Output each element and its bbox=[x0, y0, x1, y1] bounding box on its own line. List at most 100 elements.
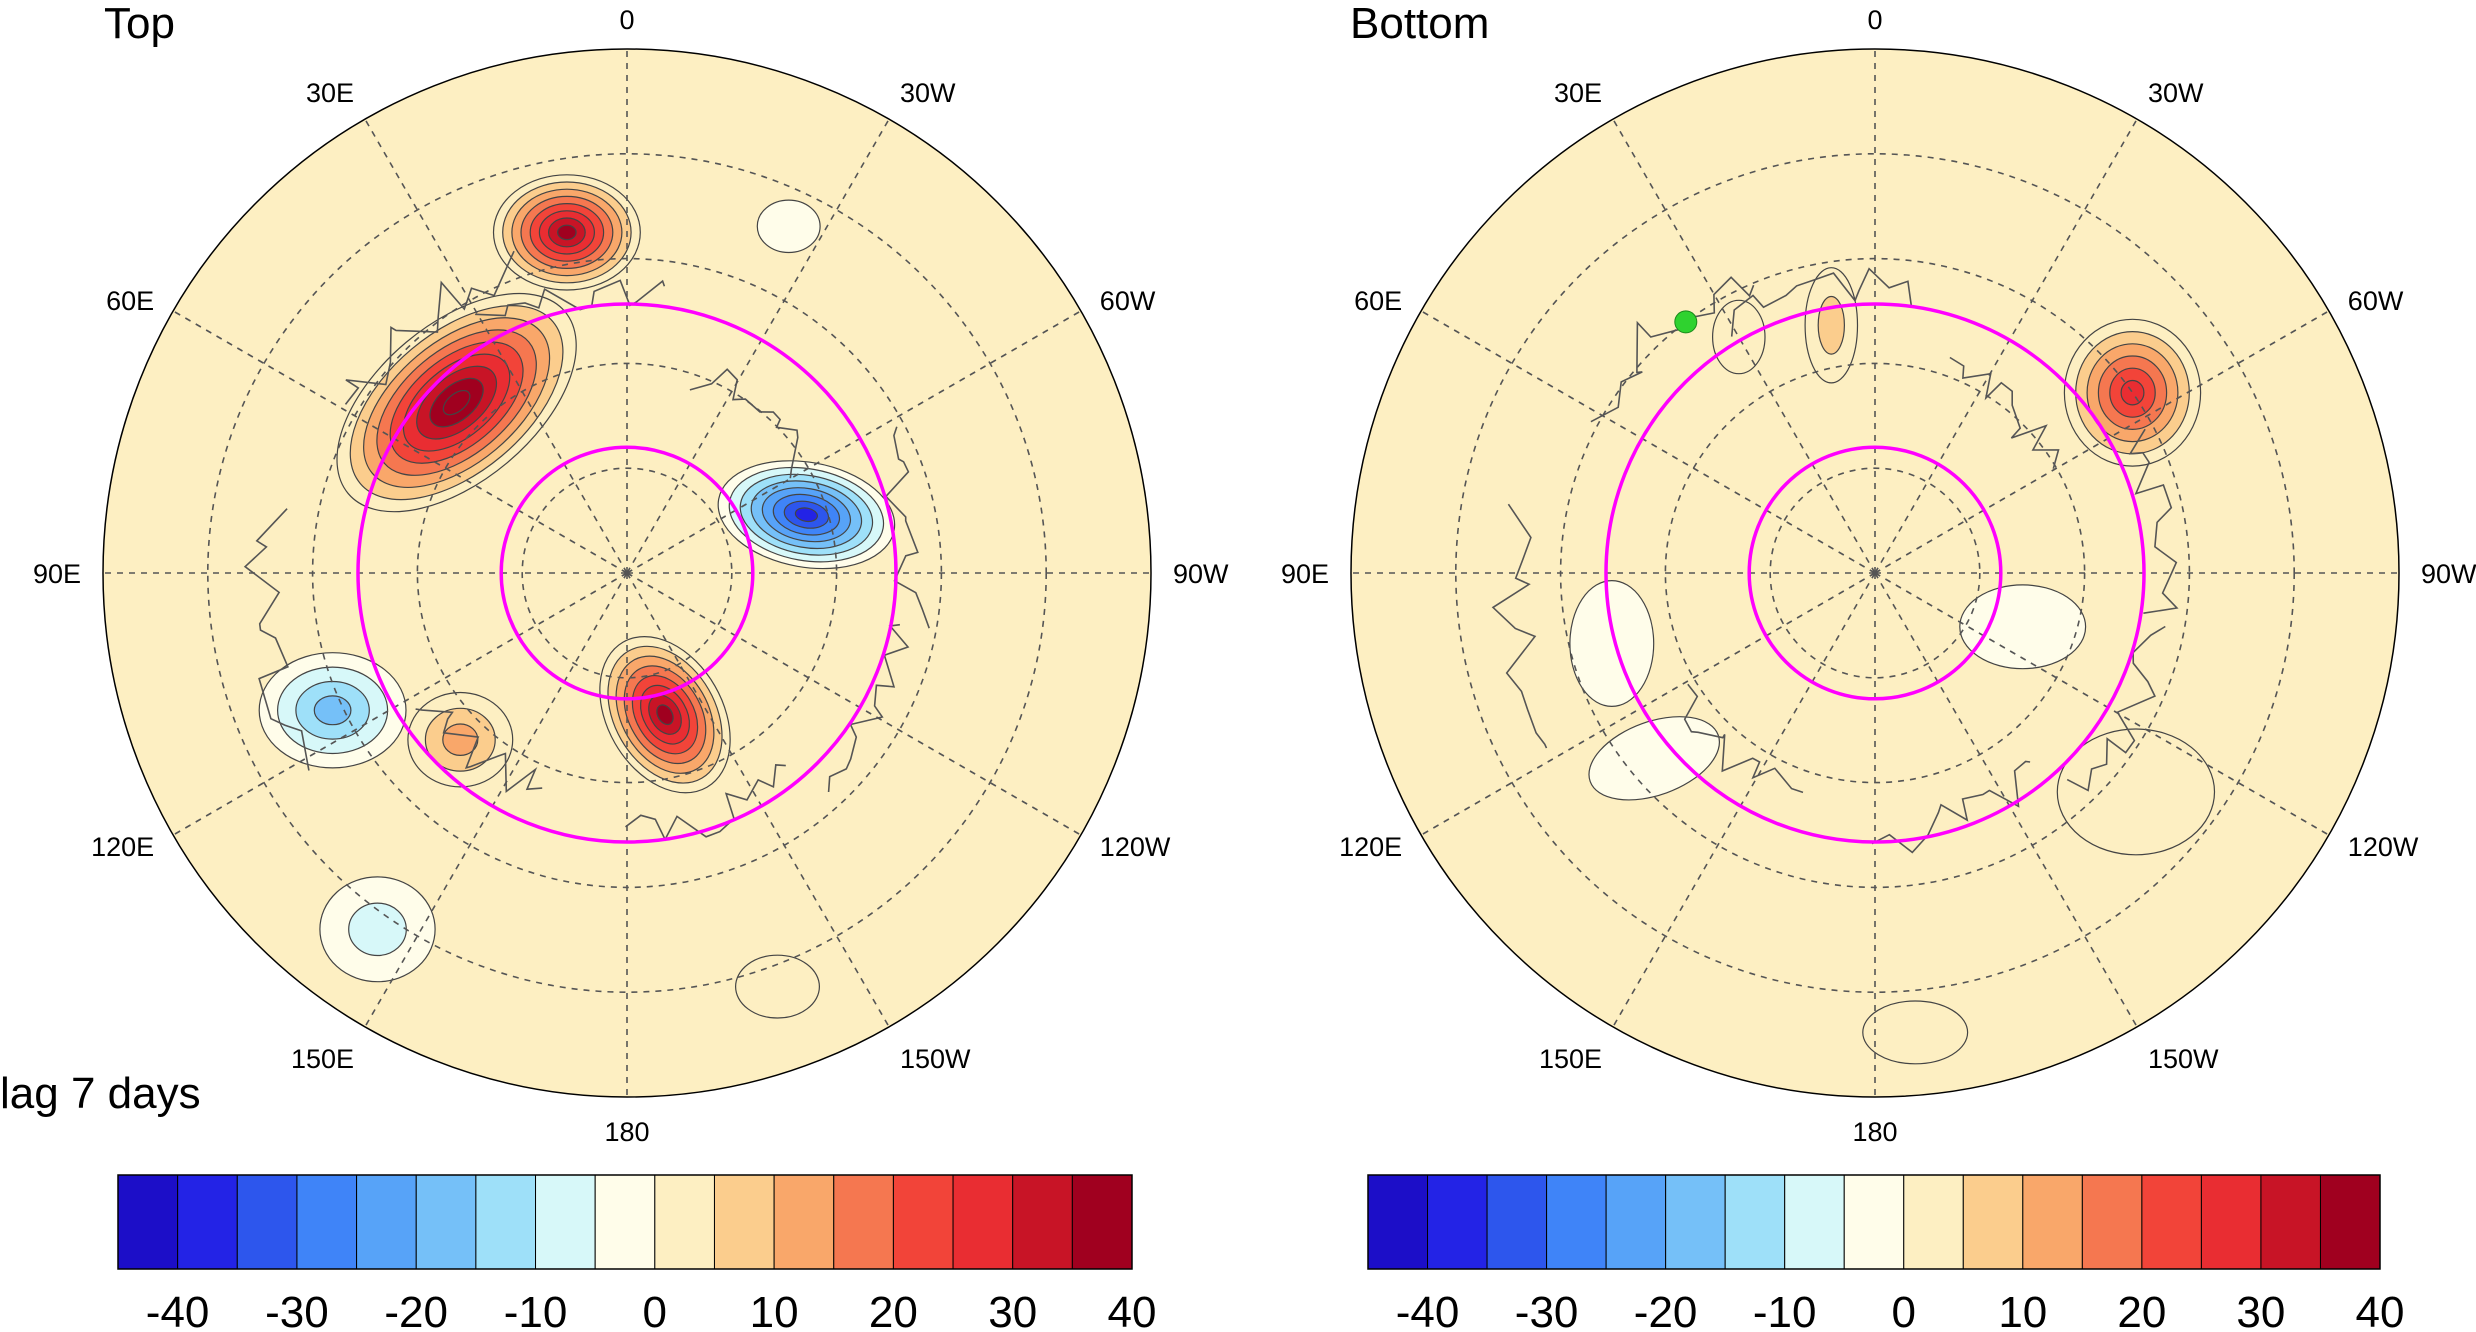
lon-label: 150E bbox=[291, 1044, 354, 1074]
colorbar-swatch bbox=[1012, 1174, 1073, 1270]
lon-label: 120W bbox=[2348, 832, 2419, 862]
colorbar-frame bbox=[1367, 1174, 2381, 1270]
colorbar-tick-label: -20 bbox=[1634, 1288, 1698, 1332]
anomaly-blob bbox=[492, 174, 641, 291]
anomaly-blob bbox=[1959, 584, 2087, 670]
latitude-circle bbox=[1769, 467, 1981, 679]
contour-band bbox=[557, 224, 577, 241]
panel-bottom: 0 30W 60W 90W 120W 150W 180 150E 120E 90E 60E 30E Bo… bbox=[1281, 0, 2476, 1147]
coastline bbox=[415, 708, 543, 793]
meridian-line bbox=[172, 310, 628, 574]
colorbar-swatch bbox=[1071, 1174, 1133, 1270]
meridian-line bbox=[1874, 572, 2138, 1028]
colorbar-tick-label: 10 bbox=[750, 1288, 799, 1332]
station-marker bbox=[1674, 310, 1698, 334]
colorbar-tick-label: 0 bbox=[643, 1288, 667, 1332]
colorbar-swatch bbox=[773, 1174, 835, 1270]
anomaly-blob bbox=[2056, 728, 2216, 856]
lon-label: 90E bbox=[33, 559, 81, 589]
coastline bbox=[1683, 683, 1804, 794]
panel-title: Bottom bbox=[1350, 0, 1489, 48]
meridian-line bbox=[364, 572, 628, 1028]
colorbar-swatch bbox=[2200, 1174, 2262, 1270]
contour-band bbox=[2120, 379, 2145, 406]
colorbar-tick-label: 0 bbox=[1892, 1288, 1916, 1332]
colorbar-swatch bbox=[1605, 1174, 1667, 1270]
lag-label: lag 7 days bbox=[0, 1069, 201, 1118]
lon-label: 60E bbox=[106, 286, 154, 316]
contour-band bbox=[656, 704, 674, 726]
colorbar-bottom: -40 -30 -20 -10 0 10 20 30 40 bbox=[1367, 1174, 2404, 1332]
colorbar-swatch bbox=[2141, 1174, 2202, 1270]
colorbar-tick-label: -30 bbox=[265, 1288, 329, 1332]
contour-band bbox=[756, 199, 821, 254]
meridian-line bbox=[1612, 118, 1876, 574]
colorbar-swatch bbox=[415, 1174, 477, 1270]
panel-top: 0 30W 60W 90W 120W 150W 180 150E 120E 90E 60E 30E To… bbox=[33, 0, 1229, 1147]
coastline bbox=[884, 426, 930, 629]
colorbar-swatch bbox=[713, 1174, 775, 1270]
contour-band bbox=[1817, 295, 1846, 355]
coastline bbox=[2128, 428, 2179, 614]
lon-label: 90E bbox=[1281, 559, 1329, 589]
lon-label: 180 bbox=[604, 1117, 649, 1147]
anomaly-blob bbox=[407, 691, 514, 788]
coastline bbox=[1871, 760, 2031, 854]
colorbar-tick-label: 20 bbox=[2117, 1288, 2166, 1332]
contour-band bbox=[794, 507, 818, 523]
anomaly-field bbox=[1351, 49, 2399, 1097]
anomaly-blob bbox=[2063, 318, 2202, 467]
contour-band bbox=[2056, 728, 2216, 856]
colorbar-swatch bbox=[1784, 1174, 1845, 1270]
colorbar-tick-label: -40 bbox=[146, 1288, 210, 1332]
anomaly-blob bbox=[1712, 299, 1766, 375]
meridian-line bbox=[1874, 118, 2138, 574]
lon-label: 0 bbox=[1867, 5, 1882, 35]
coastline bbox=[625, 764, 786, 842]
lon-label: 30W bbox=[900, 78, 956, 108]
anomaly-blob bbox=[258, 652, 407, 769]
contour-band bbox=[734, 954, 820, 1019]
graticule bbox=[103, 49, 1151, 1097]
colorbar-tick-label: -10 bbox=[1753, 1288, 1817, 1332]
colorbar-swatch bbox=[117, 1174, 179, 1270]
meridian-line bbox=[626, 310, 1082, 574]
colorbar-tick-label: 20 bbox=[869, 1288, 918, 1332]
colorbar-swatch bbox=[654, 1174, 715, 1270]
colorbar-swatch bbox=[2081, 1174, 2143, 1270]
meridian-line bbox=[626, 572, 890, 1028]
contour-band bbox=[1569, 579, 1655, 707]
colorbar-tick-label: -20 bbox=[384, 1288, 448, 1332]
colorbar-swatch bbox=[475, 1174, 537, 1270]
contour-band bbox=[1862, 1000, 1969, 1065]
anomaly-blob bbox=[1588, 716, 1721, 801]
lon-label: 60W bbox=[1100, 286, 1156, 316]
meridian-line bbox=[1612, 572, 1876, 1028]
lon-label: 30W bbox=[2148, 78, 2204, 108]
anomaly-field bbox=[103, 49, 1151, 1097]
latitude-circle bbox=[1455, 152, 2296, 994]
lon-label: 120E bbox=[91, 832, 154, 862]
colorbar-tick-label: 30 bbox=[988, 1288, 1037, 1332]
colorbar-swatch bbox=[833, 1174, 894, 1270]
lon-label: 60E bbox=[1354, 286, 1402, 316]
coastline bbox=[1590, 276, 1755, 423]
contour-band bbox=[1712, 299, 1766, 375]
colorbar-swatch bbox=[177, 1174, 238, 1270]
map-border bbox=[1350, 48, 2400, 1098]
latitude-circle bbox=[206, 152, 1048, 994]
coastline bbox=[1491, 503, 1548, 749]
colorbar-tick-label: -10 bbox=[504, 1288, 568, 1332]
anomaly-blob bbox=[734, 954, 820, 1019]
outer-ring bbox=[1604, 302, 2146, 844]
colorbar-swatch bbox=[2319, 1174, 2381, 1270]
lon-label: 60W bbox=[2348, 286, 2404, 316]
colorbar-swatch bbox=[356, 1174, 417, 1270]
colorbar-swatch bbox=[535, 1174, 596, 1270]
contour-band bbox=[313, 695, 352, 726]
inner-ring bbox=[499, 445, 755, 701]
coastline bbox=[689, 368, 799, 479]
colorbar-swatch bbox=[892, 1174, 954, 1270]
anomaly-blob bbox=[336, 292, 577, 513]
